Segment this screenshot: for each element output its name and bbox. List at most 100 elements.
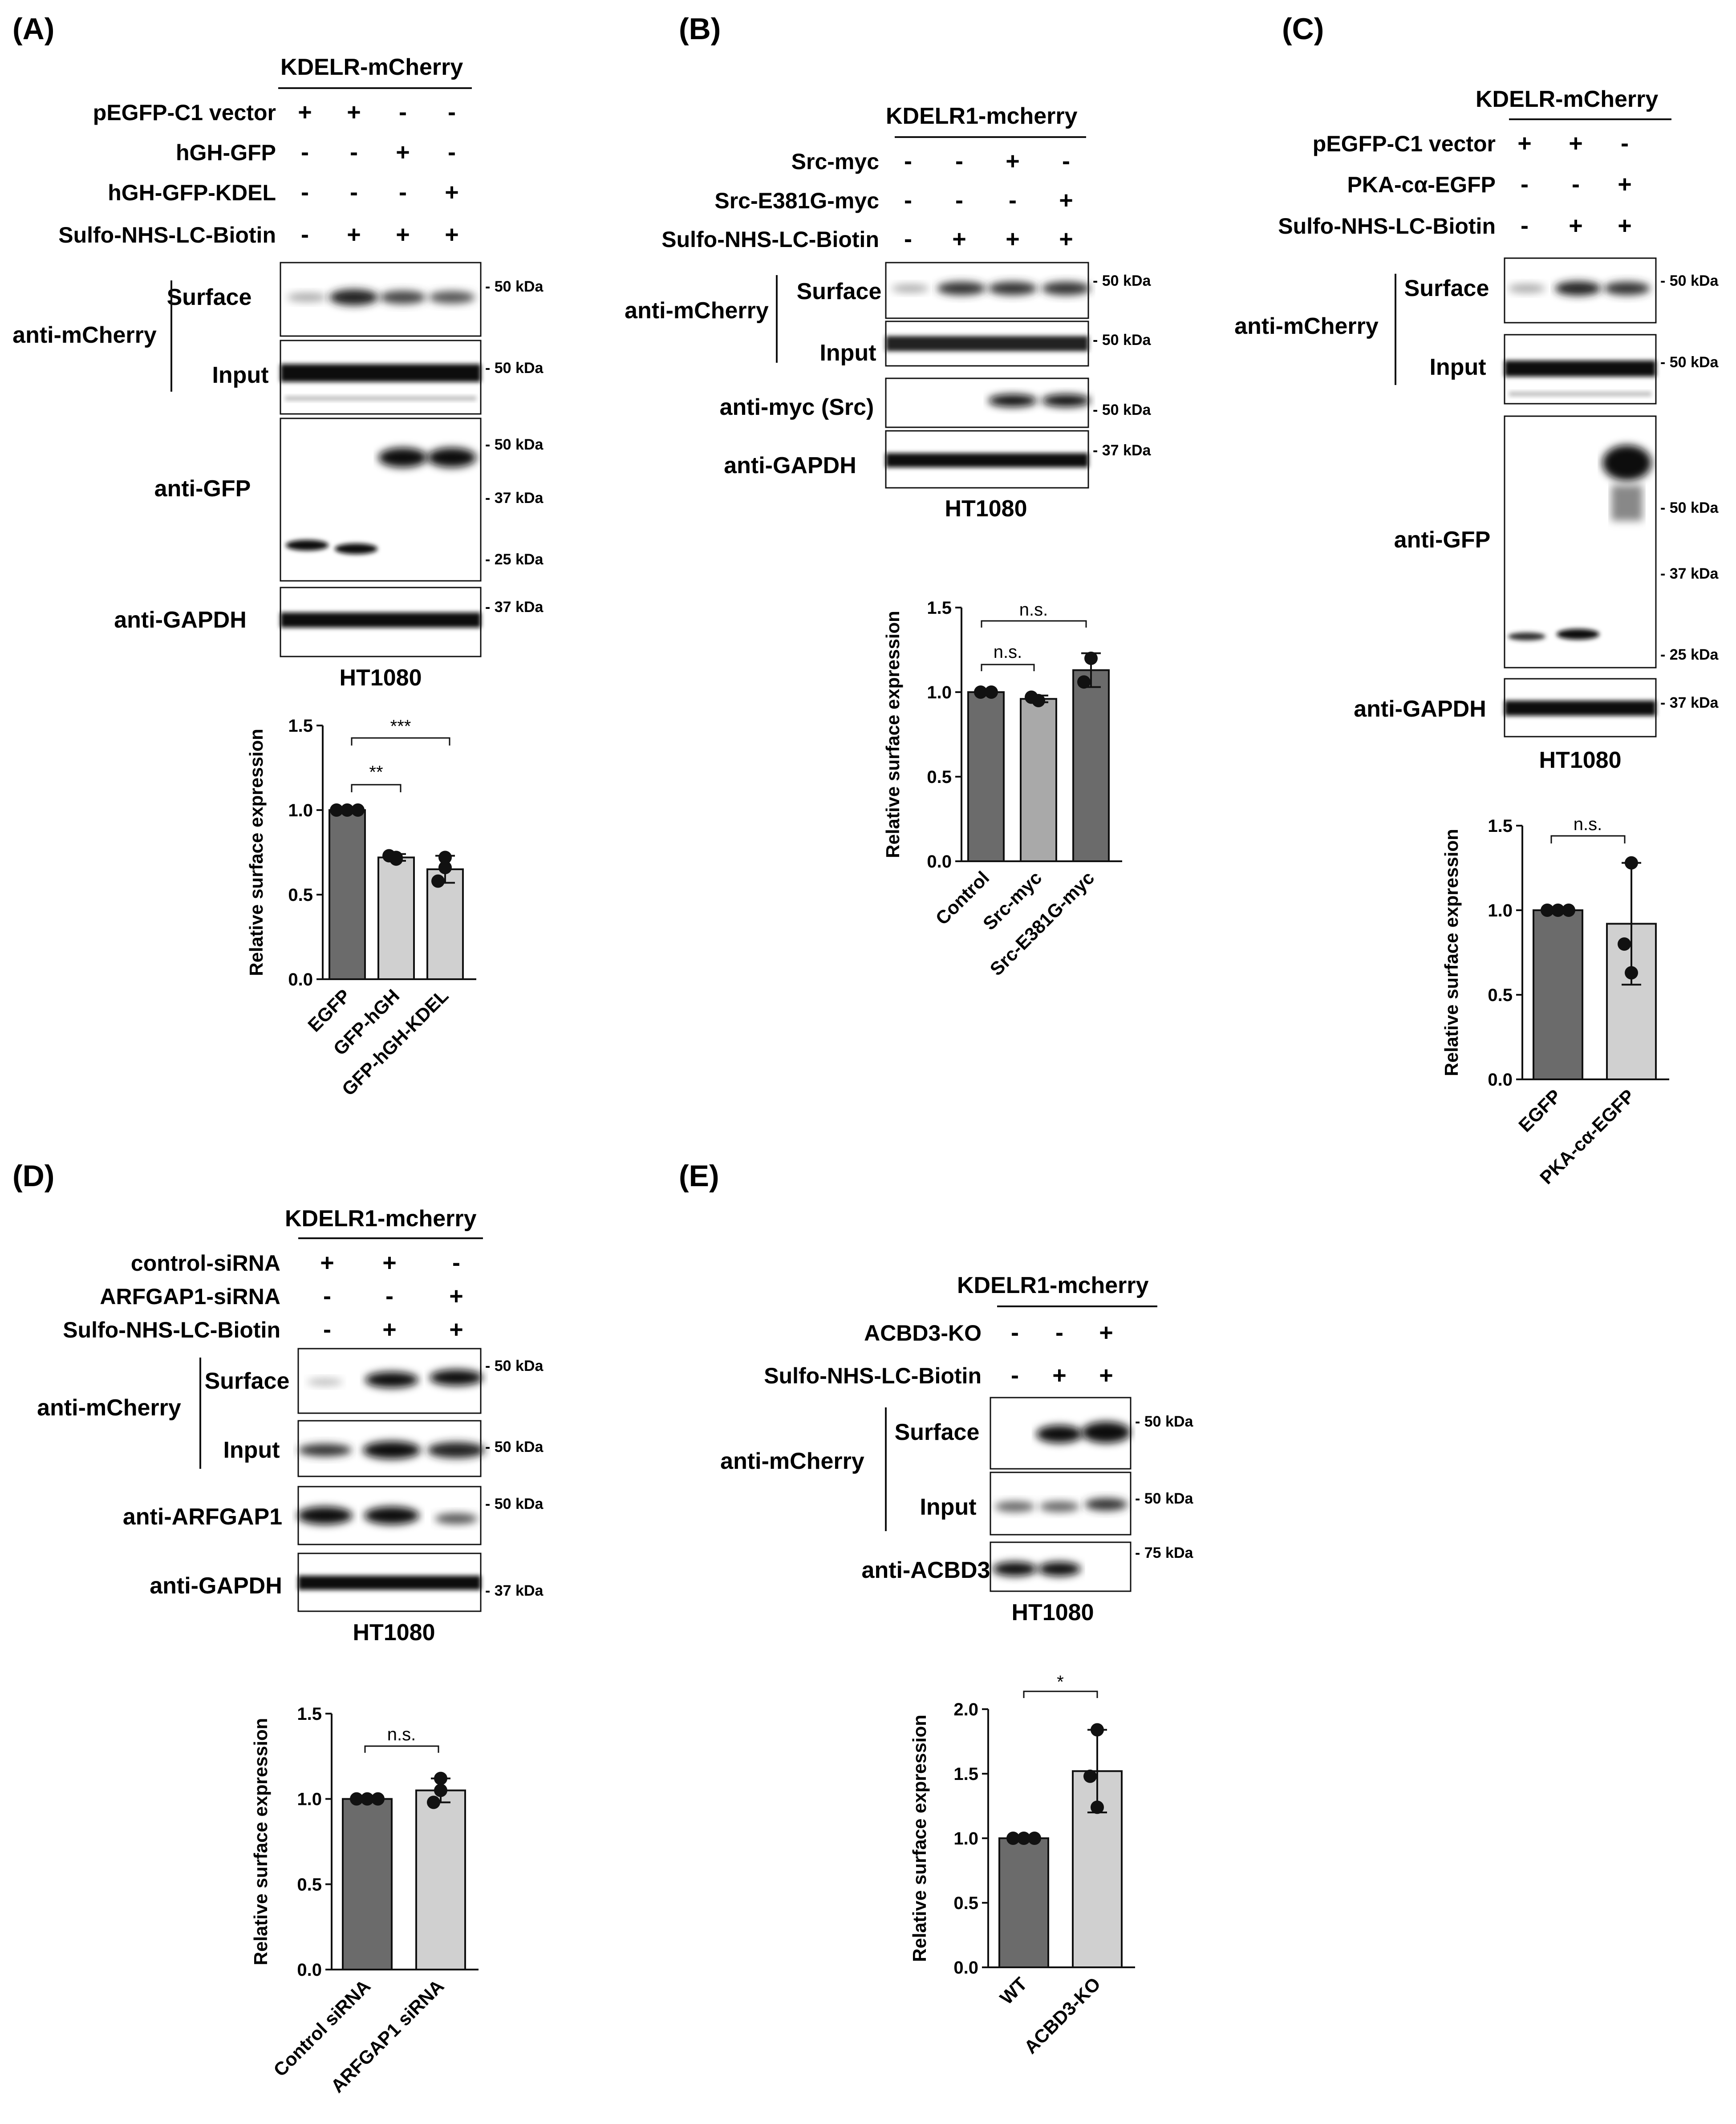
data-point [1562,904,1575,917]
significance-label: n.s. [1574,815,1602,834]
sign: - [448,99,456,126]
band [298,1444,352,1456]
blot-label-input: Input [1429,354,1486,380]
sign: - [1572,171,1580,198]
significance-label: n.s. [1019,600,1048,620]
cell-line-label: HT1080 [945,496,1027,522]
significance-label: * [1057,1672,1064,1692]
condition-label: ACBD3-KO [864,1321,982,1346]
sign: - [323,1283,331,1309]
sign: - [904,148,912,174]
antibody-label: anti-GAPDH [724,453,856,478]
kda-marker: - 37 kDa [485,490,544,507]
data-point [1028,1832,1041,1845]
condition-label: hGH-GFP [176,140,276,165]
band [886,336,1088,351]
band [1039,1501,1079,1512]
y-tick-label: 1.5 [297,1704,322,1724]
band [993,1562,1037,1576]
bar [1072,669,1110,862]
band [363,1441,421,1459]
sig-bracket-a-2: ** [351,762,402,792]
bar [426,868,464,980]
sign: - [1055,1319,1063,1346]
y-tick-label: 1.5 [1488,816,1513,836]
significance-label: n.s. [387,1725,416,1744]
sign: - [301,139,309,166]
kda-marker: - 37 kDa [485,1582,544,1599]
construct-header-e: KDELR1-mcherry [957,1273,1149,1298]
panel-label-e: (E) [679,1159,719,1193]
band [307,1378,343,1386]
data-point [330,803,343,817]
bar [415,1789,466,1970]
sign: + [298,99,312,126]
sign: + [396,221,410,248]
sign: + [382,1249,397,1276]
data-point [427,1796,440,1809]
sign: - [1011,1319,1019,1346]
panel-label-d: (D) [12,1159,54,1193]
y-axis-title: Relative surface expression [246,729,267,976]
data-point [1006,1832,1020,1845]
data-point [1551,904,1565,917]
kda-marker: - 50 kDa [1660,272,1719,289]
sig-bracket-a-1: *** [351,717,450,746]
antibody-label: anti-GFP [1394,527,1491,553]
y-tick-label: 1.0 [1488,901,1513,920]
band [937,282,986,295]
data-point [434,1771,447,1785]
cell-line-label: HT1080 [1539,747,1622,773]
band [364,1507,419,1524]
sign: + [1006,226,1020,252]
kda-marker: - 50 kDa [485,360,544,377]
sign: - [955,187,963,214]
sig-bracket-e-1: * [1023,1672,1098,1698]
panel-label-a: (A) [12,12,54,46]
y-tick-label: 2.0 [953,1700,978,1719]
sign: - [323,1316,331,1343]
data-point [974,685,987,699]
blot-label-surface: Surface [167,284,252,310]
band [286,540,329,551]
sign: + [952,226,966,252]
sign: + [445,221,459,248]
data-point [1084,652,1098,665]
antibody-label: anti-GAPDH [1354,696,1486,722]
sign: - [350,179,358,206]
band [1505,701,1656,716]
panel-label-b: (B) [679,12,721,46]
condition-label: Sulfo-NHS-LC-Biotin [63,1317,280,1342]
band [329,289,378,305]
sign: - [385,1283,393,1309]
bar [998,1837,1049,1968]
sign: - [1521,171,1529,198]
y-tick-label: 0.0 [288,970,313,989]
antibody-label: anti-GFP [154,476,251,502]
panel-d: (D) KDELR1-mcherry control-siRNA + + - A… [12,1159,544,1753]
band [988,282,1037,295]
sign: + [382,1316,397,1343]
panel-e: (E) KDELR1-mcherry ACBD3-KO - - + Sulfo-… [679,1159,1193,1698]
sign: + [1569,212,1583,239]
band [280,364,481,382]
data-point [1017,1832,1030,1845]
kda-marker: - 37 kDa [1660,565,1719,582]
sign: - [301,179,309,206]
blot-gfp-a [280,418,482,582]
kda-marker: - 37 kDa [1660,694,1719,711]
bar-chart-e: 0.0 0.5 1.0 1.5 2.0 Relative surface expressi… [909,1700,1135,2058]
band [1042,282,1091,295]
y-tick-label: 1.5 [288,716,313,736]
kda-marker: - 50 kDa [1135,1490,1193,1507]
y-tick-label: 1.5 [953,1764,978,1784]
band [1611,485,1643,521]
sign: + [396,139,410,166]
significance-label: *** [390,717,411,736]
bar [377,856,415,981]
condition-label: Src-E381G-myc [714,188,879,213]
bar [1020,698,1057,862]
band [1557,629,1599,640]
